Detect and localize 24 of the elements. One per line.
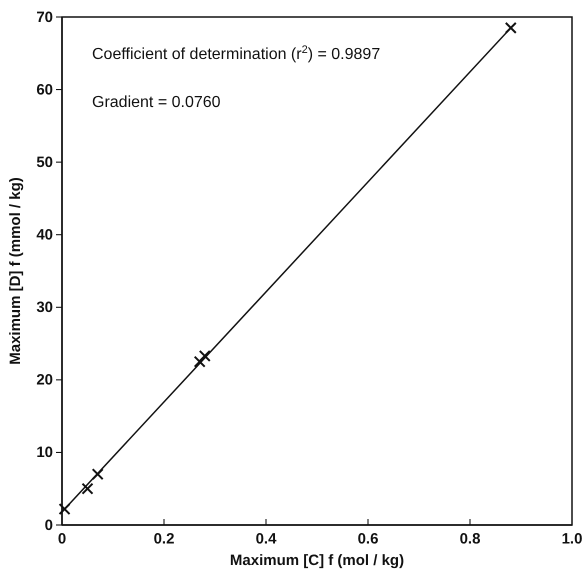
y-tick-label: 40: [36, 226, 53, 244]
y-axis-title: Maximum [D] f (mmol / kg): [7, 177, 24, 365]
y-tick-label: 0: [44, 516, 53, 534]
x-tick-label: 0.4: [256, 530, 278, 548]
point: [504, 22, 517, 34]
point: [92, 468, 104, 480]
point: [82, 482, 94, 495]
y-tick-label: 50: [36, 154, 53, 171]
point: [58, 503, 71, 516]
y-tick-label: 20: [36, 372, 53, 389]
y-tick-label: 10: [36, 444, 53, 462]
annotation: Coefficient of determination (r$^{2}$) = 0.9897: [92, 44, 380, 63]
x-tick-label: 0: [58, 530, 66, 548]
x-tick-label: 0.8: [460, 530, 480, 548]
point: [198, 350, 211, 362]
x-tick-label: 0.2: [154, 530, 174, 548]
x-tick-label: 1.0: [562, 530, 582, 548]
y-tick-label: 70: [36, 8, 53, 26]
point: [194, 356, 206, 368]
y-tick-label: 30: [36, 299, 53, 316]
x-axis-title: Maximum [C] f (mol / kg): [230, 552, 404, 569]
y-tick-label: 60: [36, 81, 53, 98]
annotation: Gradient = 0.0760: [92, 94, 221, 111]
x-tick-label: 0.6: [358, 530, 378, 548]
